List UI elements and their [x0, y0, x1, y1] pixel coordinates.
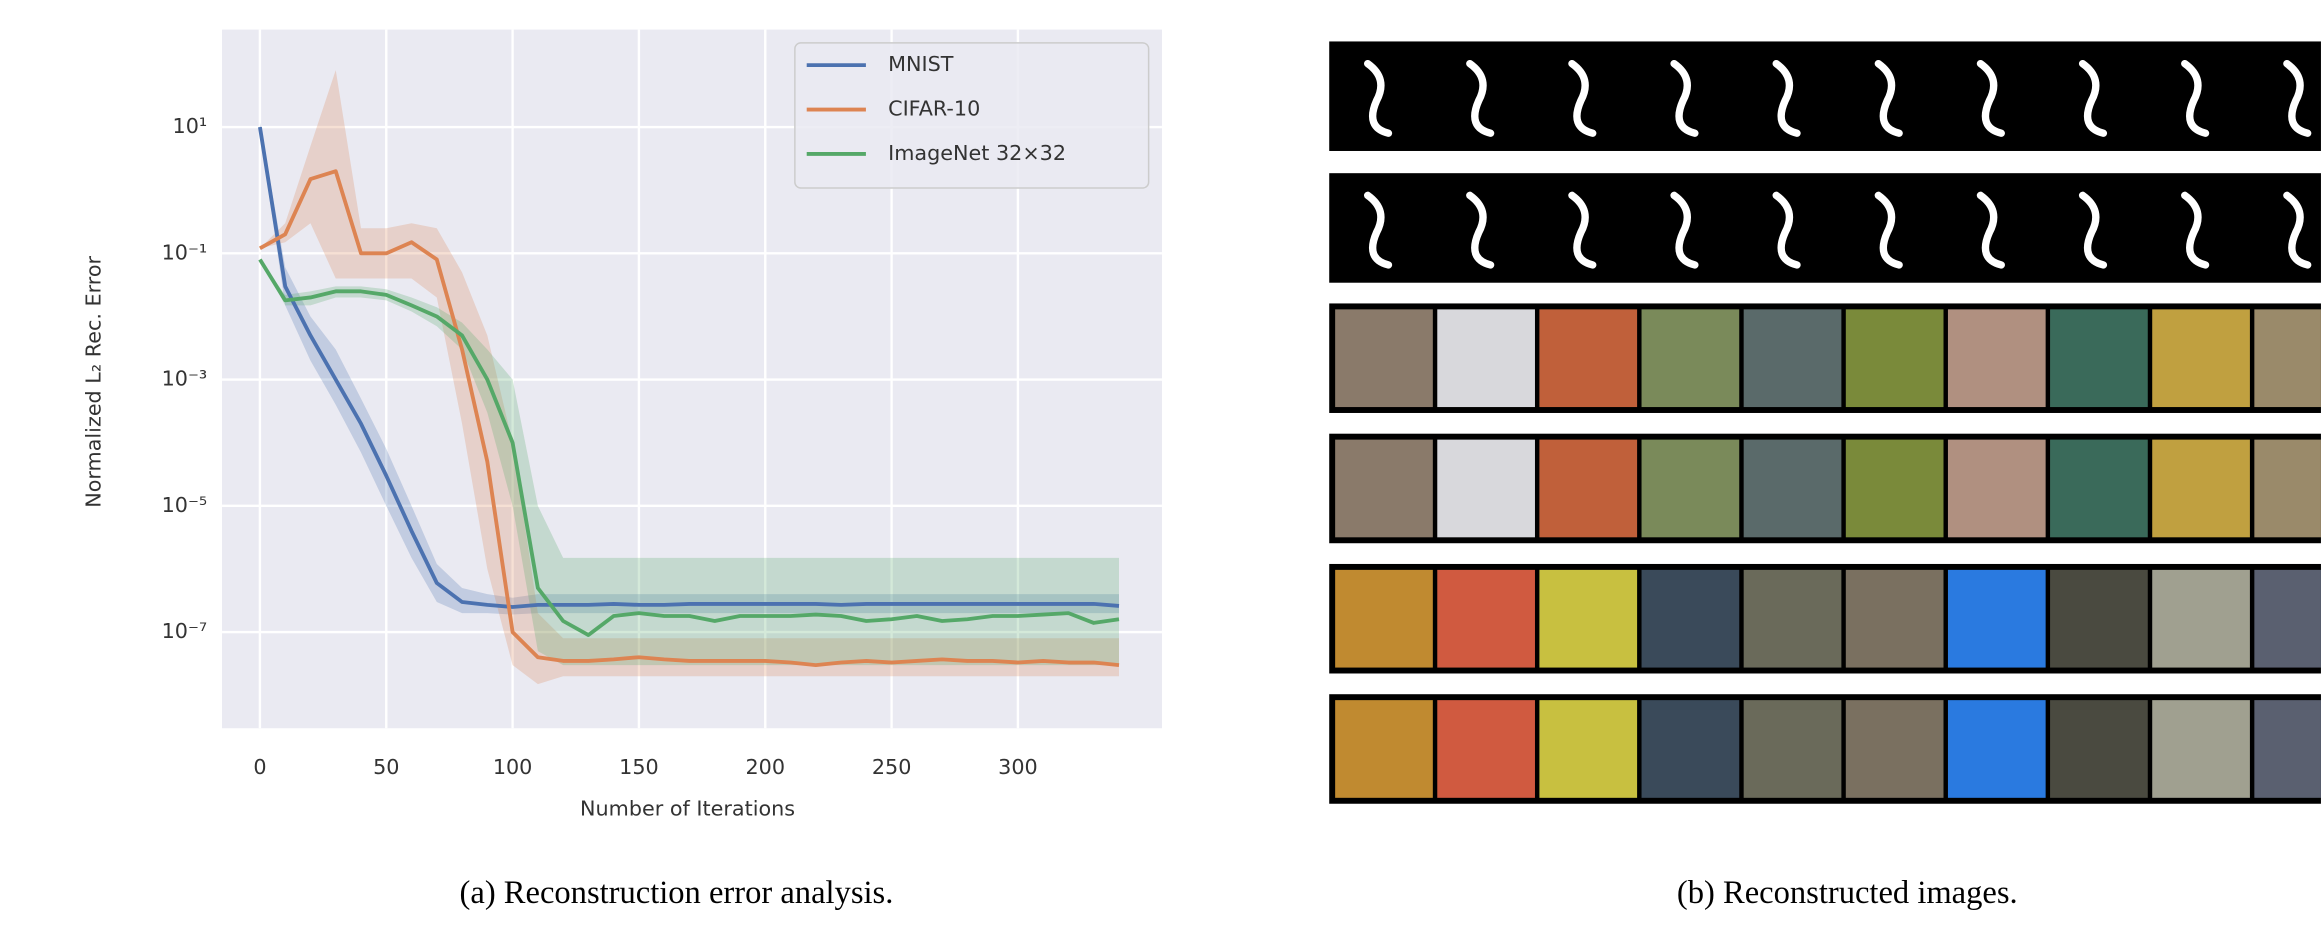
- x-tick-label: 300: [998, 755, 1038, 779]
- digit-glyph: [1874, 191, 1903, 269]
- digit-glyph: [1364, 191, 1393, 269]
- digit-glyph: [2181, 59, 2210, 137]
- x-tick-label: 100: [493, 755, 533, 779]
- image-tile: [1743, 700, 1842, 798]
- digit-glyph: [1772, 191, 1801, 269]
- digit-glyph: [2283, 59, 2312, 137]
- image-tile: [1947, 439, 2046, 538]
- image-tile: [1743, 309, 1842, 408]
- image-tile: [2050, 700, 2148, 798]
- digit-glyph: [1772, 59, 1801, 137]
- image-tile: [1437, 569, 1535, 668]
- digit-glyph: [1364, 59, 1393, 137]
- digit-glyph: [1466, 59, 1495, 137]
- legend: MNIST CIFAR-10 ImageNet 32×32: [794, 42, 1150, 189]
- image-tile: [2254, 439, 2321, 538]
- image-tile: [1743, 439, 1842, 538]
- series-line: [258, 258, 1120, 637]
- digit-glyph: [2078, 191, 2108, 269]
- series-line: [258, 169, 1120, 668]
- x-tick-label: 0: [253, 755, 266, 779]
- digit-glyph: [1670, 59, 1699, 137]
- image-tile: [1335, 309, 1433, 408]
- image-tile: [1335, 569, 1433, 668]
- image-grid: [1329, 41, 2321, 804]
- image-tile: [1947, 569, 2046, 668]
- image-tile: [2050, 309, 2148, 408]
- image-tile: [1845, 700, 1944, 798]
- digit-glyph: [2283, 191, 2312, 269]
- digit-glyph: [1976, 191, 2005, 269]
- digit-glyph: [1874, 59, 1903, 137]
- image-tile: [1437, 439, 1535, 538]
- y-tick-label: 10⁻⁵: [162, 493, 208, 517]
- series-line: [258, 126, 1120, 609]
- x-tick-label: 200: [745, 755, 785, 779]
- image-tile: [1641, 439, 1740, 538]
- figure-root: 10¹ 10⁻¹ 10⁻³ 10⁻⁵ 10⁻⁷ 0 50 100 150 200 250 300 Num…: [82, 29, 2321, 911]
- image-tile: [1947, 700, 2046, 798]
- image-strip: [1329, 41, 2321, 151]
- image-tile: [1335, 700, 1433, 798]
- digit-glyph: [1976, 59, 2005, 137]
- y-tick-label: 10⁻³: [162, 367, 208, 391]
- image-tile: [1947, 309, 2046, 408]
- image-tile: [1743, 569, 1842, 668]
- image-tile: [2254, 700, 2321, 798]
- image-strip: [1329, 173, 2321, 283]
- x-tick-label: 250: [872, 755, 912, 779]
- digit-glyph: [1670, 191, 1699, 269]
- image-tile: [1539, 700, 1638, 798]
- image-tile: [2254, 569, 2321, 668]
- image-tile: [2050, 569, 2148, 668]
- y-tick-label: 10⁻⁷: [162, 619, 208, 643]
- digit-glyph: [1568, 59, 1597, 137]
- image-tile: [2050, 439, 2148, 538]
- image-tile: [1641, 569, 1740, 668]
- caption: (b) Reconstructed images.: [1677, 875, 2018, 911]
- image-tile: [1641, 309, 1740, 408]
- y-tick-label: 10⁻¹: [162, 240, 208, 264]
- image-tile: [1437, 700, 1535, 798]
- legend-box: [794, 42, 1150, 189]
- image-tile: [1845, 439, 1944, 538]
- legend-label: CIFAR-10: [888, 97, 980, 121]
- legend-label: ImageNet 32×32: [888, 141, 1066, 165]
- image-tile: [1539, 569, 1638, 668]
- image-tile: [2254, 309, 2321, 408]
- x-axis-label: Number of Iterations: [580, 797, 795, 821]
- image-tile: [1437, 309, 1535, 408]
- legend-label: MNIST: [888, 52, 954, 76]
- image-tile: [2152, 309, 2250, 408]
- image-tile: [2152, 439, 2250, 538]
- digit-glyph: [1568, 191, 1597, 269]
- y-tick-label: 10¹: [173, 114, 208, 138]
- digit-glyph: [2078, 59, 2108, 137]
- plot: MNIST CIFAR-10 ImageNet 32×32: [258, 42, 1150, 685]
- image-tile: [1845, 309, 1944, 408]
- y-axis-label: Normalized L₂ Rec. Error: [82, 256, 106, 508]
- image-tile: [1335, 439, 1433, 538]
- caption: (a) Reconstruction error analysis.: [460, 875, 894, 911]
- x-tick-label: 50: [373, 755, 399, 779]
- image-tile: [1539, 439, 1638, 538]
- image-tile: [1641, 700, 1740, 798]
- image-tile: [1539, 309, 1638, 408]
- x-tick-label: 150: [619, 755, 659, 779]
- grid: 10¹ 10⁻¹ 10⁻³ 10⁻⁵ 10⁻⁷ 0 50 100 150 200 250 300 Num…: [82, 29, 1162, 821]
- digit-glyph: [2181, 191, 2210, 269]
- image-tile: [1845, 569, 1944, 668]
- image-tile: [2152, 700, 2250, 798]
- image-tile: [2152, 569, 2250, 668]
- digit-glyph: [1466, 191, 1495, 269]
